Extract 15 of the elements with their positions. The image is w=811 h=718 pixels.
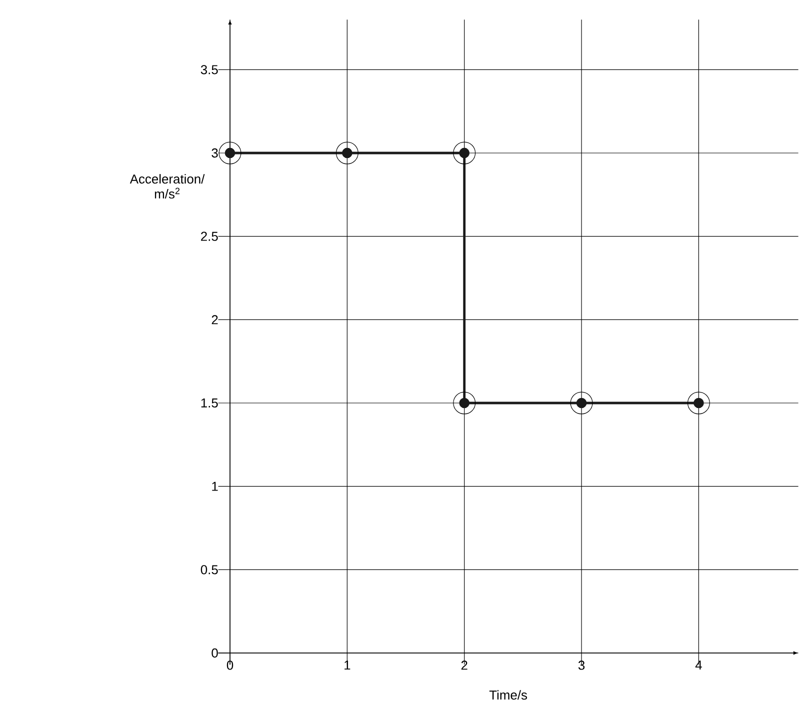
x-tick-label: 3 bbox=[578, 660, 585, 670]
x-tick-label: 0 bbox=[226, 660, 234, 670]
x-tick-label: 2 bbox=[461, 660, 468, 670]
y-tick-label: 0 bbox=[212, 648, 218, 658]
y-tick-label: 1.5 bbox=[201, 398, 218, 408]
x-axis-title: Time/s bbox=[489, 690, 528, 700]
y-tick-label: 2 bbox=[212, 315, 218, 324]
x-tick-label: 1 bbox=[344, 660, 350, 670]
x-tick-label: 4 bbox=[695, 660, 702, 670]
y-tick-label: 2.5 bbox=[201, 232, 218, 241]
y-tick-label: 3 bbox=[212, 148, 218, 158]
y-tick-label: 3.5 bbox=[200, 65, 218, 74]
y-tick-label: 0.5 bbox=[200, 565, 218, 574]
y-tick-label: 1 bbox=[212, 482, 218, 491]
y-axis-title: Acceleration/ m/s$^{2}$ bbox=[130, 174, 205, 199]
